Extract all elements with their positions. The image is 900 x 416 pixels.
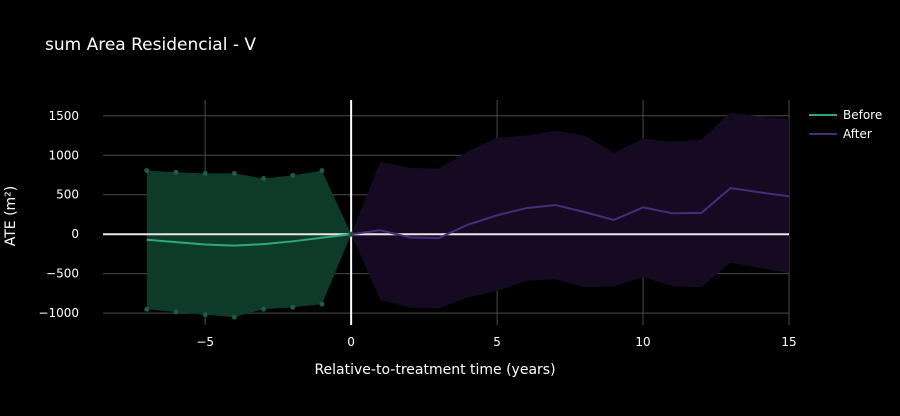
series-line-before xyxy=(146,233,352,247)
x-axis-title: Relative-to-treatment time (years) xyxy=(314,362,555,378)
y-tick-label: 500 xyxy=(56,188,79,202)
y-tick-label: 0 xyxy=(71,227,79,241)
upper-marker-before xyxy=(173,169,179,175)
lower-marker-before xyxy=(261,306,267,312)
lower-marker-before xyxy=(319,301,325,307)
y-tick-label: 1000 xyxy=(48,148,79,162)
y-tick-label: −500 xyxy=(46,267,79,281)
upper-marker-before xyxy=(202,170,208,176)
legend-label-after: After xyxy=(843,127,872,141)
confidence-band-after xyxy=(351,112,789,309)
x-tick-label: 10 xyxy=(635,335,650,349)
upper-marker-before xyxy=(319,168,325,174)
y-tick-label: 1500 xyxy=(48,109,79,123)
plot-area: −5 0 5 10 15 −1000 −500 0 500 1000 1500 xyxy=(38,100,797,349)
x-tick-label: 0 xyxy=(347,335,355,349)
lower-marker-before xyxy=(173,309,179,315)
upper-marker-before xyxy=(261,176,267,182)
lower-marker-before xyxy=(202,312,208,318)
lower-marker-before xyxy=(144,306,150,312)
legend: Before After xyxy=(809,108,882,141)
series-line-after xyxy=(350,186,790,240)
upper-marker-before xyxy=(290,172,296,178)
x-tick-label: −5 xyxy=(196,335,214,349)
lower-marker-before xyxy=(290,304,296,310)
legend-label-before: Before xyxy=(843,108,882,122)
x-tick-label: 15 xyxy=(781,335,796,349)
y-axis-title: ATE (m²) xyxy=(3,186,19,247)
y-tick-label: −1000 xyxy=(38,306,79,320)
upper-marker-before xyxy=(231,170,237,176)
lower-marker-before xyxy=(231,314,237,320)
chart-title: sum Area Residencial - V xyxy=(45,35,256,55)
upper-marker-before xyxy=(144,168,150,174)
x-tick-label: 5 xyxy=(493,335,501,349)
